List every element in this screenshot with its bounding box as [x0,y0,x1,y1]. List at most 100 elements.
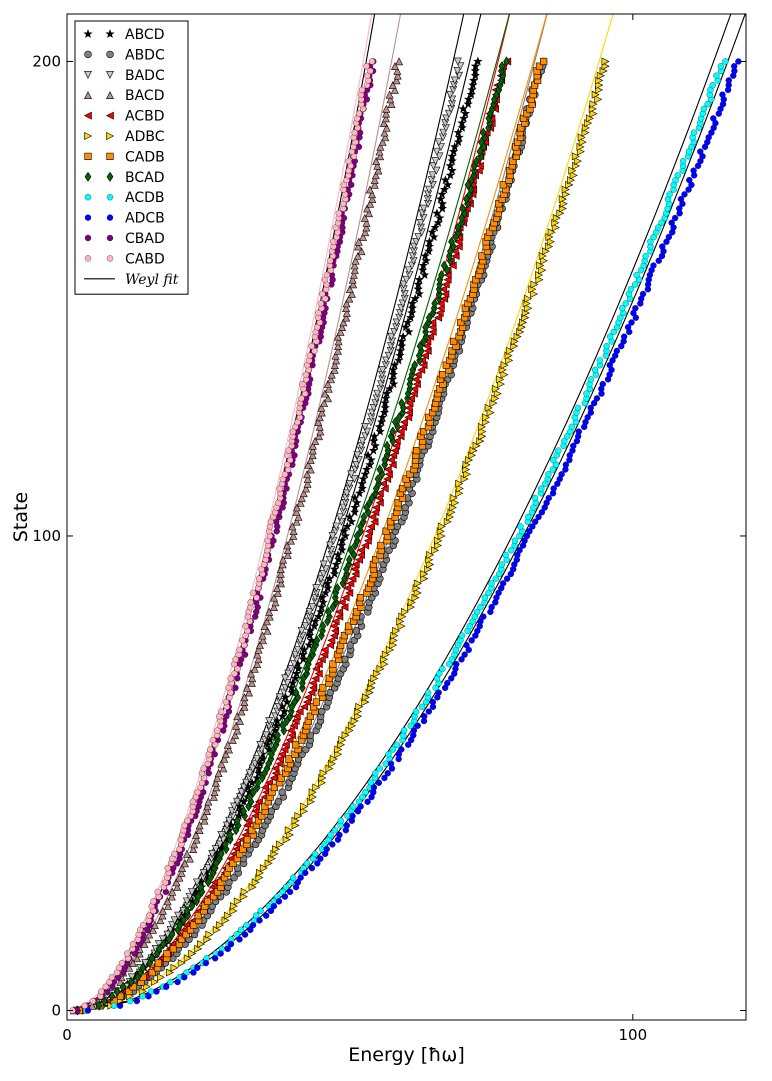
series-adcb-point [249,921,257,929]
series-adbc-point [449,494,458,503]
series-acbd-point [281,740,290,749]
series-bacd-point [243,683,252,692]
series-abcd-point [254,768,264,778]
series-bacd-point [379,118,388,127]
series-acdb-point [511,537,519,544]
series-abcd-point [331,559,341,569]
series-bacd-point [373,161,382,170]
series-acbd-point [289,721,298,730]
series-abcd-point [253,763,264,773]
series-bcad-point [463,194,470,205]
fit-line-cabd [70,14,373,1012]
series-acbd-point [251,802,260,811]
series-acbd-point [404,403,413,412]
series-cabd-point [108,974,115,981]
series-adcb-point [453,660,460,668]
series-abcd-point [321,588,331,597]
series-acbd-point [368,513,377,521]
legend-label: BCAD [125,170,165,186]
series-bacd-point [185,854,194,863]
series-badc-point [453,67,462,76]
series-acdb-point [446,660,453,668]
series-adcb-point [639,290,647,298]
legend-label: CADB [125,149,165,165]
series-bcad-point [353,530,361,542]
series-acbd-point [405,399,414,408]
series-adcb-point [241,931,249,938]
series-cadb-point [270,783,279,792]
series-bacd-point [88,1001,97,1010]
series-bacd-point [182,849,191,858]
series-cabd-point [189,798,196,805]
series-badc-point [127,973,136,982]
series-acdb-point [139,993,146,1000]
series-acdb-point [312,850,319,858]
series-acbd-point [291,717,300,726]
legend-marker-point [106,214,114,221]
series-bacd-point [365,185,374,194]
legend-label: BADC [125,68,165,84]
series-bacd-point [338,323,347,331]
series-bacd-point [233,726,242,735]
series-badc-point [281,674,290,683]
series-bacd-point [240,693,249,702]
series-bacd-point [372,156,381,165]
series-bacd-point [232,721,241,730]
series-abcd-point [258,754,268,763]
series-badc-point [446,90,455,99]
series-bacd-point [323,379,332,388]
series-cabd-point [150,898,157,905]
series-adcb-point [609,357,616,364]
legend-label: ABDC [125,47,165,63]
legend-label: BACD [125,88,165,104]
series-bacd-point [203,802,212,811]
series-bacd-point [195,826,204,834]
series-adcb-point [468,637,475,644]
series-badc-point [378,366,387,375]
series-acbd-point [331,617,340,626]
legend-label: ADBC [125,129,165,145]
series-adbc-point [601,62,610,71]
series-acbd-point [261,783,270,792]
series-acbd-point [343,584,352,593]
series-bacd-point [189,844,198,853]
series-abcd-point [234,811,244,820]
series-acdb-point [508,547,515,554]
series-acbd-point [329,622,338,631]
series-badc-point [404,266,413,275]
series-abcd-point [369,431,379,441]
series-acdb-point [583,390,590,397]
series-badc-point [392,318,401,327]
series-bcad-point [476,146,484,157]
series-adbc-point [259,864,268,873]
series-abcd-point [459,113,469,123]
series-bcad-point [334,583,341,594]
series-adbc-point [500,370,509,379]
series-abcd-point [449,146,459,156]
series-acdb-point [488,580,495,587]
series-badc-point [342,489,351,498]
series-acdb-point [568,423,575,430]
series-acbd-point [278,750,287,759]
series-bcad-point [274,730,281,741]
series-cadb-point [356,594,365,602]
legend-marker-point [84,255,92,262]
series-adcb-point [529,523,536,530]
legend-label: ADCB [125,211,165,227]
series-bcad-point [197,882,205,893]
series-acdb-point [359,793,366,801]
series-cabd-point [308,343,315,350]
series-bacd-point [345,285,354,294]
series-bcad-point [221,839,229,850]
series-acdb-point [516,532,523,540]
series-bacd-point [304,460,313,469]
series-abcd-point [239,796,249,806]
series-cadb-point [229,859,237,868]
series-acdb-point [362,789,369,796]
series-acdb-point [331,827,339,834]
series-badc-point [158,935,167,944]
series-acdb-point [412,708,420,715]
series-acbd-point [314,660,323,669]
series-abcd-point [414,274,424,284]
series-cabd-point [367,67,374,75]
